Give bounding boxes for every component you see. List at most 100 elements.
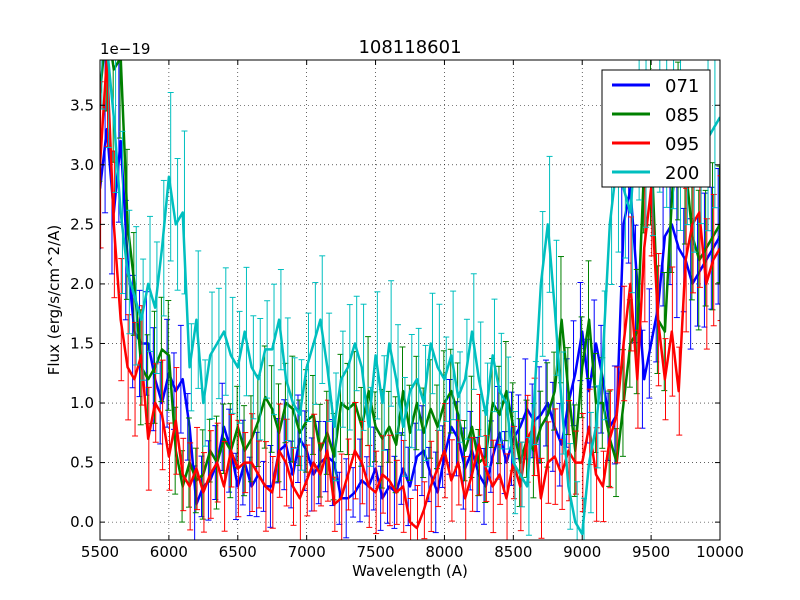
- x-tick-label: 7000: [288, 543, 326, 561]
- data-point: [491, 485, 494, 488]
- data-point: [657, 318, 659, 321]
- data-point: [457, 396, 460, 398]
- data-point: [519, 473, 522, 476]
- data-point: [416, 402, 418, 404]
- data-point: [553, 455, 556, 458]
- data-point: [540, 497, 542, 500]
- chart-title: 108118601: [358, 37, 461, 58]
- data-point: [484, 414, 487, 416]
- data-point: [429, 408, 432, 410]
- data-point: [285, 461, 287, 464]
- data-point: [615, 414, 618, 416]
- data-point: [126, 366, 129, 369]
- data-point: [546, 414, 549, 416]
- data-point: [691, 223, 694, 226]
- data-point: [471, 473, 473, 476]
- data-point: [168, 175, 170, 178]
- data-point: [712, 128, 714, 130]
- data-point: [553, 390, 556, 392]
- data-point: [464, 378, 466, 381]
- data-point: [464, 497, 466, 500]
- data-point: [388, 479, 391, 482]
- y-tick-label: 2.5: [70, 215, 94, 233]
- data-point: [553, 306, 556, 309]
- data-point: [409, 485, 411, 488]
- data-point: [250, 366, 253, 369]
- y-tick-label: 1.5: [70, 334, 94, 352]
- data-point: [168, 354, 170, 357]
- data-point: [126, 271, 129, 273]
- data-point: [367, 426, 370, 428]
- data-point: [250, 461, 253, 464]
- data-point: [147, 378, 150, 381]
- data-point: [505, 390, 508, 392]
- y-tick-label: 1.0: [70, 394, 94, 412]
- data-point: [595, 426, 597, 428]
- data-point: [154, 402, 156, 404]
- data-point: [257, 473, 260, 476]
- data-point: [409, 390, 411, 392]
- data-point: [664, 330, 666, 333]
- x-tick-label: 10000: [696, 543, 744, 561]
- data-point: [216, 461, 218, 464]
- data-point: [670, 330, 673, 333]
- series-095: [100, 60, 720, 540]
- legend-label-095: 095: [665, 134, 699, 155]
- data-point: [181, 211, 184, 214]
- data-point: [271, 408, 274, 410]
- data-point: [161, 247, 163, 249]
- data-point: [195, 467, 198, 470]
- data-point: [388, 342, 391, 345]
- data-point: [422, 432, 425, 434]
- data-point: [664, 235, 666, 238]
- legend-label-085: 085: [665, 105, 699, 126]
- data-point: [560, 318, 563, 321]
- data-point: [650, 187, 652, 190]
- data-point: [429, 485, 432, 488]
- data-point: [133, 295, 136, 297]
- legend-label-200: 200: [665, 163, 699, 184]
- data-point: [278, 318, 280, 321]
- data-point: [567, 449, 570, 452]
- data-point: [409, 521, 411, 523]
- data-point: [670, 199, 673, 202]
- data-point: [243, 461, 246, 464]
- data-point: [698, 211, 701, 214]
- data-point: [622, 187, 625, 190]
- data-point: [292, 402, 294, 404]
- data-point: [464, 449, 466, 452]
- data-point: [581, 533, 584, 535]
- legend-label-071: 071: [665, 76, 699, 97]
- data-point: [677, 390, 680, 392]
- data-point: [395, 443, 398, 446]
- data-point: [588, 461, 590, 464]
- y-tick-label: 3.5: [70, 96, 94, 114]
- data-point: [608, 223, 611, 226]
- data-point: [595, 402, 597, 404]
- data-point: [526, 485, 528, 488]
- data-point: [271, 348, 274, 351]
- data-point: [416, 378, 418, 381]
- data-point: [161, 348, 163, 351]
- data-point: [712, 259, 714, 261]
- data-point: [560, 473, 563, 476]
- data-point: [684, 259, 687, 261]
- data-point: [257, 378, 260, 381]
- data-point: [340, 378, 342, 381]
- data-point: [312, 342, 315, 345]
- data-point: [209, 473, 212, 476]
- data-point: [636, 378, 639, 381]
- data-point: [360, 461, 363, 464]
- data-point: [478, 378, 480, 381]
- data-point: [443, 378, 446, 381]
- data-point: [622, 342, 625, 345]
- data-point: [340, 497, 342, 500]
- data-point: [333, 455, 336, 458]
- data-point: [705, 283, 708, 285]
- data-point: [450, 390, 453, 392]
- data-point: [664, 378, 666, 381]
- data-point: [257, 420, 260, 422]
- data-point: [347, 366, 349, 369]
- data-point: [608, 437, 611, 440]
- data-point: [622, 402, 625, 404]
